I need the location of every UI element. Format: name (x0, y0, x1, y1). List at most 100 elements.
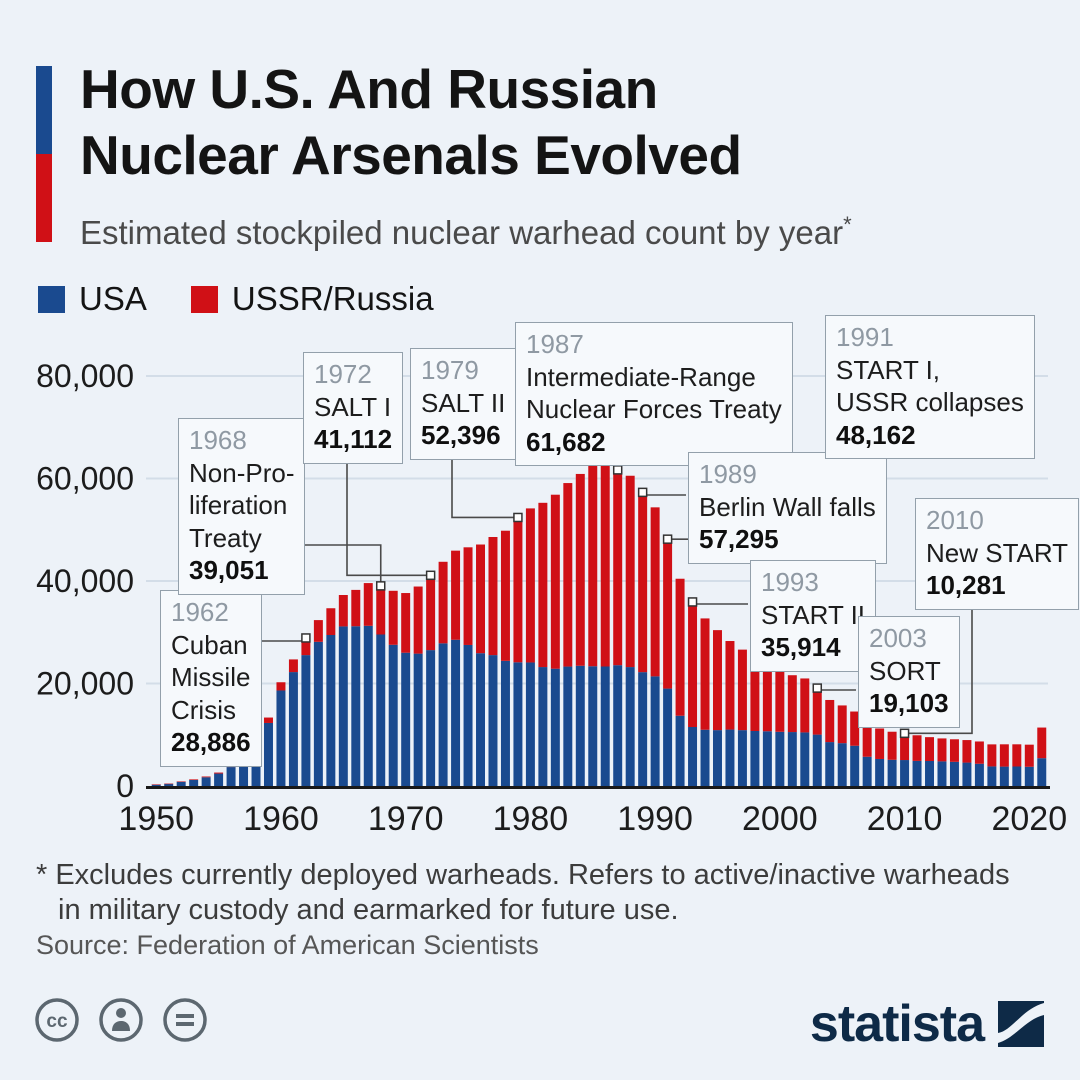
legend-item-usa: USA (38, 280, 147, 318)
bar-usa-1981 (538, 667, 548, 786)
annotation-marker-1962 (301, 633, 311, 643)
bar-russia-2021 (1037, 727, 1047, 759)
bar-russia-2014 (949, 739, 959, 762)
bar-russia-1981 (538, 502, 548, 668)
bar-russia-1982 (550, 494, 560, 669)
bar-russia-1969 (388, 590, 398, 645)
title-accent-bar (36, 66, 52, 242)
bar-russia-2018 (999, 744, 1009, 767)
bar-russia-1955 (214, 772, 224, 774)
bar-russia-2013 (937, 738, 947, 762)
bar-russia-2015 (962, 740, 972, 763)
bar-usa-1960 (276, 690, 286, 786)
bar-russia-2004 (825, 699, 835, 743)
x-tick-label: 1950 (118, 800, 194, 838)
bar-russia-2001 (787, 675, 797, 733)
annotation-marker-1987 (612, 465, 623, 475)
bar-usa-2007 (862, 756, 872, 786)
bar-russia-1962 (301, 637, 311, 656)
bar-russia-1971 (413, 586, 423, 654)
statista-wordmark: statista (809, 995, 985, 1053)
bar-russia-1984 (575, 473, 585, 666)
bar-usa-1990 (650, 676, 660, 786)
bar-russia-1995 (712, 630, 722, 731)
bar-russia-1991 (663, 539, 673, 689)
bar-usa-2015 (962, 762, 972, 786)
bar-usa-2006 (850, 745, 860, 786)
bar-russia-1988 (625, 475, 635, 668)
bar-usa-2003 (812, 734, 822, 786)
legend-label-ussr-russia: USSR/Russia (231, 280, 434, 317)
bar-usa-1968 (376, 634, 386, 786)
bar-russia-1994 (700, 618, 710, 730)
bar-usa-2011 (912, 760, 922, 786)
bar-russia-1996 (725, 641, 735, 730)
bar-russia-1992 (675, 578, 685, 716)
bar-russia-2010 (900, 733, 910, 761)
bar-russia-1980 (525, 508, 535, 663)
bar-usa-2010 (900, 760, 910, 786)
bar-usa-2009 (887, 759, 897, 786)
bar-usa-1992 (675, 715, 685, 786)
bar-usa-2000 (775, 731, 785, 786)
bar-russia-1951 (164, 783, 174, 785)
bar-russia-1950 (151, 784, 161, 785)
x-tick-label: 1960 (243, 800, 319, 838)
legend-swatch-usa (38, 285, 65, 313)
bar-russia-1998 (750, 658, 760, 731)
title-line-2: Nuclear Arsenals Evolved (80, 124, 742, 186)
x-tick-label: 1990 (617, 800, 693, 838)
legend-item-ussr-russia: USSR/Russia (190, 280, 434, 318)
bar-usa-1976 (476, 653, 486, 786)
bar-russia-1983 (563, 483, 573, 667)
bar-russia-1957 (239, 754, 249, 758)
bar-usa-1967 (363, 625, 373, 786)
bar-russia-1997 (737, 649, 747, 731)
bar-usa-1979 (513, 662, 523, 786)
source-line: Source: Federation of American Scientist… (36, 930, 539, 960)
page-title: How U.S. And Russian Nuclear Arsenals Ev… (80, 56, 742, 188)
bar-russia-1960 (276, 682, 286, 691)
bar-russia-2017 (987, 744, 997, 767)
bar-usa-2020 (1024, 766, 1034, 786)
x-tick-label: 2020 (991, 800, 1067, 838)
bar-usa-1954 (201, 777, 211, 786)
x-tick-label: 1970 (368, 800, 444, 838)
equals-icon (163, 998, 207, 1042)
stacked-bar-chart: 0 20,000 40,000 60,000 80,000 1950 1960 1970 198… (36, 358, 1067, 838)
bar-usa-1962 (301, 655, 311, 786)
bar-russia-1990 (650, 507, 660, 677)
bar-usa-2008 (875, 758, 885, 786)
bar-russia-2003 (812, 688, 822, 735)
bar-usa-1957 (239, 757, 249, 786)
bar-usa-2001 (787, 732, 797, 786)
bar-usa-2014 (949, 761, 959, 786)
footnote: * Excludes currently deployed warheads. … (36, 858, 1010, 929)
bar-russia-1972 (426, 575, 436, 651)
bar-usa-1999 (762, 731, 772, 786)
bar-russia-1985 (588, 465, 598, 667)
bar-usa-2013 (937, 761, 947, 786)
y-tick-label: 40,000 (36, 563, 134, 599)
bar-russia-1958 (251, 743, 261, 749)
bar-russia-2009 (887, 731, 897, 760)
bar-usa-1997 (737, 730, 747, 786)
bar-russia-1976 (476, 544, 486, 654)
bar-usa-1965 (338, 626, 348, 786)
annotation-marker-1972 (425, 570, 436, 581)
x-tick-label: 2010 (867, 800, 943, 838)
bar-usa-1983 (563, 666, 573, 786)
bar-russia-1989 (638, 492, 648, 673)
bar-usa-2002 (800, 732, 810, 786)
bar-usa-2016 (974, 763, 984, 786)
page-subtitle: Estimated stockpiled nuclear warhead cou… (80, 212, 852, 252)
bar-usa-1993 (688, 727, 698, 786)
svg-text:cc: cc (46, 1011, 68, 1032)
x-tick-label: 2000 (742, 800, 818, 838)
bar-russia-2006 (850, 711, 860, 746)
bar-usa-1964 (326, 635, 336, 786)
annotation-marker-1968 (375, 581, 386, 591)
bar-usa-1991 (663, 688, 673, 786)
bar-russia-2008 (875, 728, 885, 759)
statista-branding: statista (810, 994, 1044, 1054)
